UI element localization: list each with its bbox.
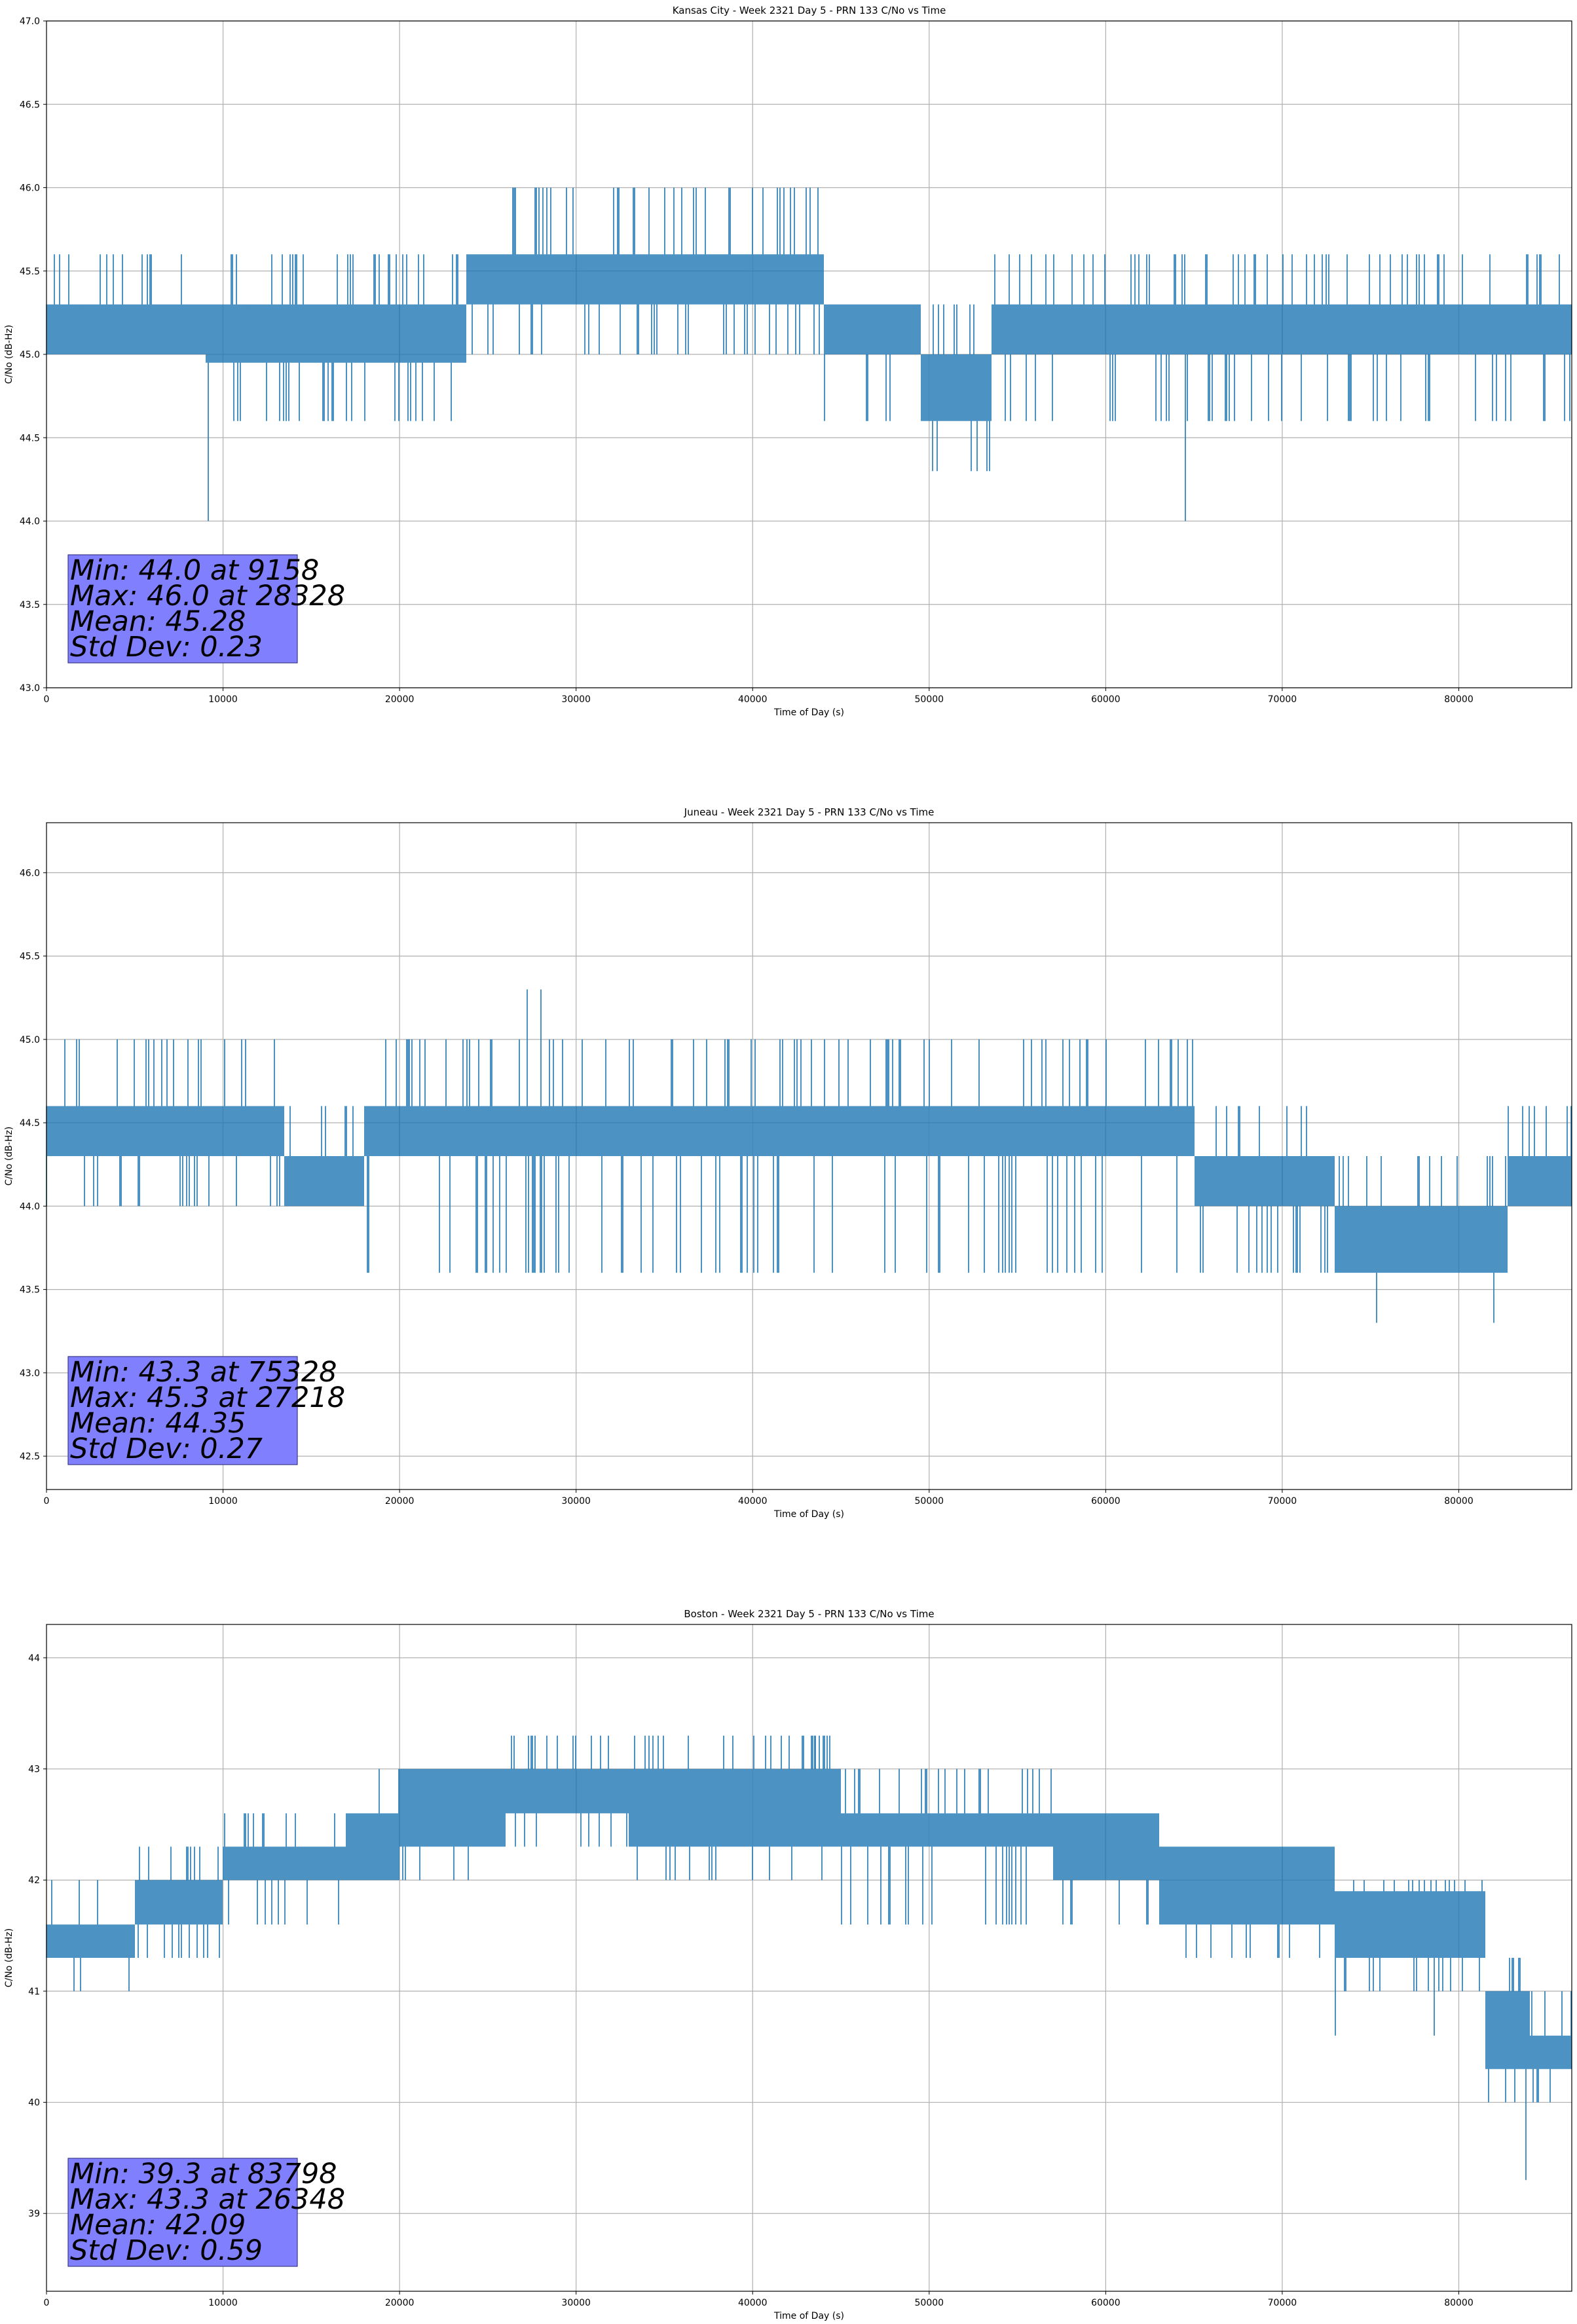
stat-max: Max: 43.3 at 26348 — [70, 2183, 345, 2216]
stat-min: Min: 44.0 at 9158 — [70, 554, 319, 587]
stat-std-dev: Std Dev: 0.27 — [70, 1433, 263, 1465]
y-axis-label: C/No (dB-Hz) — [4, 1127, 14, 1186]
x-tick-label: 70000 — [1268, 1496, 1297, 1507]
x-tick-label: 10000 — [208, 2298, 238, 2308]
plot-frame — [46, 1624, 1572, 2292]
y-tick-label: 44.0 — [20, 517, 40, 527]
x-tick-label: 30000 — [561, 2298, 591, 2308]
chart-juneau: 0 10000 20000 30000 40000 50000 60000 70000 8000… — [4, 806, 1572, 1520]
y-tick-label: 42.5 — [20, 1452, 40, 1462]
y-axis-label: C/No (dB-Hz) — [4, 1928, 14, 1987]
x-tick-label: 60000 — [1091, 694, 1121, 705]
x-tick-label: 10000 — [208, 1496, 238, 1507]
y-tick-label: 45.5 — [20, 952, 40, 962]
x-tick-label: 80000 — [1444, 2298, 1474, 2308]
x-tick-label: 50000 — [915, 694, 944, 705]
x-tick-label: 0 — [44, 1496, 50, 1507]
y-tick-label: 41 — [28, 1987, 40, 1997]
y-tick-label: 46.0 — [20, 183, 40, 194]
stat-std-dev: Std Dev: 0.23 — [70, 631, 263, 664]
y-tick-label: 43 — [28, 1765, 40, 1775]
stat-max: Max: 45.3 at 27218 — [70, 1381, 345, 1414]
y-tick-label: 44.0 — [20, 1201, 40, 1212]
x-tick-label: 0 — [44, 694, 50, 705]
y-tick-label: 43.5 — [20, 600, 40, 610]
gridlines — [46, 1624, 1572, 2291]
x-tick-label: 30000 — [561, 1496, 591, 1507]
x-tick-label: 20000 — [385, 2298, 415, 2308]
y-tick-label: 47.0 — [20, 16, 40, 27]
chart-title: Juneau - Week 2321 Day 5 - PRN 133 C/No … — [684, 806, 935, 818]
y-axis-label: C/No (dB-Hz) — [4, 325, 14, 384]
y-tick-label: 46.5 — [20, 100, 40, 110]
stat-std-dev: Std Dev: 0.59 — [70, 2234, 263, 2267]
y-tick-label: 39 — [28, 2209, 40, 2219]
stats-box-background — [67, 1356, 298, 1465]
x-tick-label: 0 — [44, 2298, 50, 2308]
chart-boston: 0 10000 20000 30000 40000 50000 60000 70000 8000… — [4, 1608, 1572, 2321]
stat-mean: Mean: 42.09 — [70, 2209, 246, 2241]
y-tick-label: 42 — [28, 1875, 40, 1886]
stat-mean: Mean: 44.35 — [70, 1407, 246, 1440]
x-tick-label: 20000 — [385, 694, 415, 705]
x-tick-label: 70000 — [1268, 2298, 1297, 2308]
x-axis-label: Time of Day (s) — [773, 707, 844, 718]
y-tick-label: 44.5 — [20, 433, 40, 443]
x-tick-label: 80000 — [1444, 1496, 1474, 1507]
y-tick-label: 44.5 — [20, 1118, 40, 1129]
stat-min: Min: 43.3 at 75328 — [70, 1356, 337, 1389]
y-tick-label: 43.0 — [20, 1368, 40, 1379]
x-tick-label: 60000 — [1091, 2298, 1121, 2308]
stats-box-background — [67, 554, 298, 664]
cno-series-line — [46, 1735, 1572, 2181]
x-tick-label: 30000 — [561, 694, 591, 705]
x-axis-label: Time of Day (s) — [773, 1509, 844, 1520]
y-tick-label: 43.5 — [20, 1285, 40, 1296]
x-tick-label: 80000 — [1444, 694, 1474, 705]
x-tick-label: 60000 — [1091, 1496, 1121, 1507]
y-tick-label: 46.0 — [20, 868, 40, 878]
y-tick-label: 45.5 — [20, 267, 40, 277]
x-axis-label: Time of Day (s) — [773, 2311, 844, 2321]
y-tick-label: 43.0 — [20, 683, 40, 694]
y-tick-label: 44 — [28, 1653, 40, 1664]
x-tick-label: 20000 — [385, 1496, 415, 1507]
y-tick-label: 45.0 — [20, 350, 40, 360]
chart-title: Boston - Week 2321 Day 5 - PRN 133 C/No … — [684, 1608, 934, 1620]
y-tick-label: 45.0 — [20, 1035, 40, 1045]
x-tick-label: 40000 — [738, 694, 768, 705]
stat-min: Min: 39.3 at 83798 — [70, 2158, 337, 2190]
x-tick-label: 50000 — [915, 1496, 944, 1507]
x-tick-label: 40000 — [738, 1496, 768, 1507]
x-tick-label: 50000 — [915, 2298, 944, 2308]
x-tick-label: 70000 — [1268, 694, 1297, 705]
y-tick-label: 40 — [28, 2098, 40, 2108]
chart-title: Kansas City - Week 2321 Day 5 - PRN 133 … — [673, 5, 946, 16]
plot-frame — [46, 822, 1572, 1490]
stat-max: Max: 46.0 at 28328 — [70, 580, 345, 612]
stat-mean: Mean: 45.28 — [70, 605, 246, 638]
chart-kansas-city: 0 10000 20000 30000 40000 50000 60000 70000 8000… — [4, 5, 1572, 718]
x-tick-label: 40000 — [738, 2298, 768, 2308]
stats-box-background — [67, 2158, 298, 2267]
x-tick-label: 10000 — [208, 694, 238, 705]
